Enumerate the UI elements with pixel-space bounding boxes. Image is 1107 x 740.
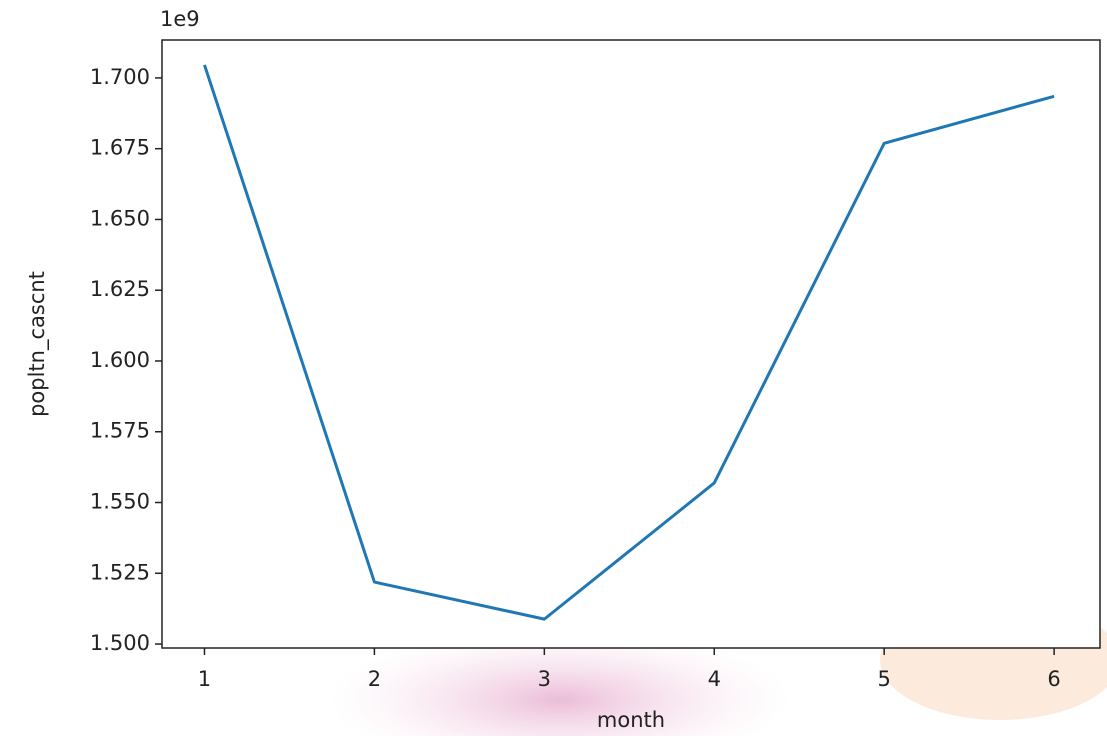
y-tick-label: 1.575 xyxy=(90,419,150,443)
x-axis-label: month xyxy=(597,708,665,732)
y-tick-label: 1.650 xyxy=(90,206,150,230)
y-tick-label: 1.550 xyxy=(90,490,150,514)
plot-area xyxy=(162,40,1100,648)
x-tick-label: 6 xyxy=(1047,667,1060,691)
y-tick-label: 1.625 xyxy=(90,277,150,301)
x-tick-label: 3 xyxy=(538,667,551,691)
y-tick-label: 1.675 xyxy=(90,136,150,160)
y-tick-label: 1.700 xyxy=(90,65,150,89)
axes-frame xyxy=(161,39,1101,649)
x-tick-label: 4 xyxy=(708,667,721,691)
x-tick-label: 2 xyxy=(368,667,381,691)
y-tick-label: 1.525 xyxy=(90,560,150,584)
offset-label: 1e9 xyxy=(160,7,200,31)
background-art xyxy=(330,630,790,740)
line xyxy=(203,64,1055,621)
y-tick-label: 1.500 xyxy=(90,631,150,655)
x-tick-label: 1 xyxy=(198,667,211,691)
y-tick-label: 1.600 xyxy=(90,348,150,372)
x-tick-label: 5 xyxy=(878,667,891,691)
y-axis-label: popltn_cascnt xyxy=(25,271,50,417)
